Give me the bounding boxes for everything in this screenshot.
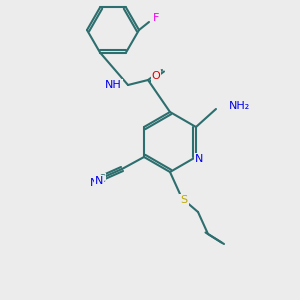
Text: NH₂: NH₂ — [229, 101, 250, 111]
Text: NH: NH — [105, 80, 122, 90]
Text: O: O — [152, 71, 160, 81]
Text: N: N — [195, 154, 203, 164]
Text: N: N — [90, 178, 98, 188]
Text: C: C — [99, 174, 105, 184]
Text: N: N — [95, 176, 103, 186]
Text: F: F — [153, 13, 159, 23]
Text: S: S — [180, 195, 188, 205]
